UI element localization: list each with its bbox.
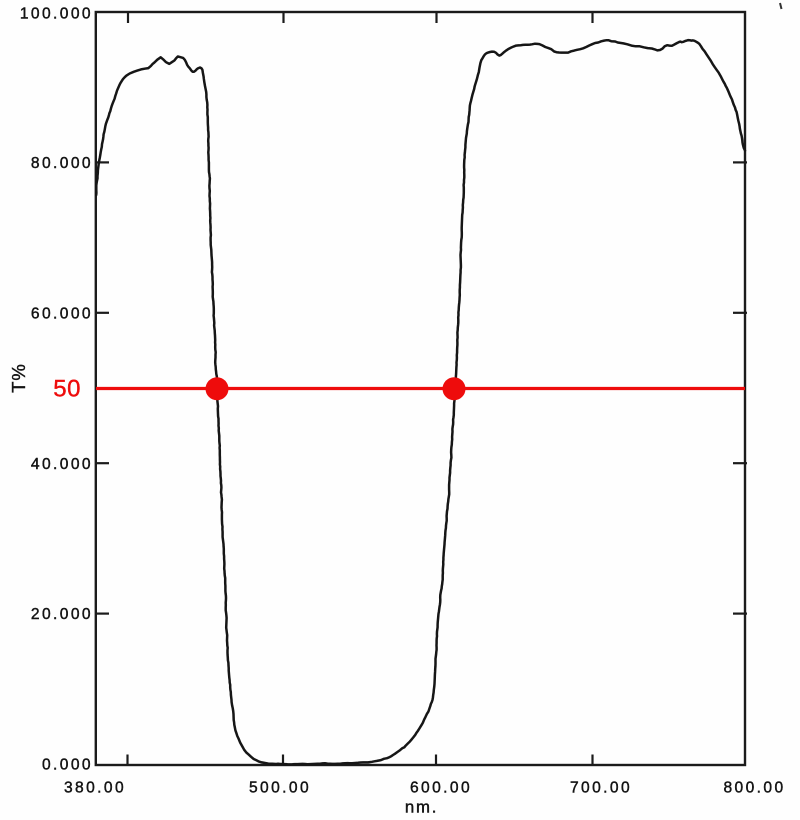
svg-text:40.000: 40.000 (31, 456, 93, 473)
svg-text:60.000: 60.000 (31, 305, 93, 322)
svg-text:20.000: 20.000 (31, 606, 93, 623)
svg-text:80.000: 80.000 (31, 155, 93, 172)
svg-text:500.00: 500.00 (249, 780, 311, 797)
svg-text:nm.: nm. (405, 798, 438, 817)
svg-text:100.000: 100.000 (20, 6, 93, 23)
svg-text:600.00: 600.00 (410, 780, 472, 797)
svg-text:T%: T% (8, 363, 29, 393)
svg-text:380.00: 380.00 (64, 780, 126, 797)
svg-text:0.000: 0.000 (42, 757, 93, 774)
svg-text:50: 50 (53, 376, 81, 403)
svg-text:800.00: 800.00 (723, 780, 785, 797)
svg-text:700.00: 700.00 (570, 780, 632, 797)
